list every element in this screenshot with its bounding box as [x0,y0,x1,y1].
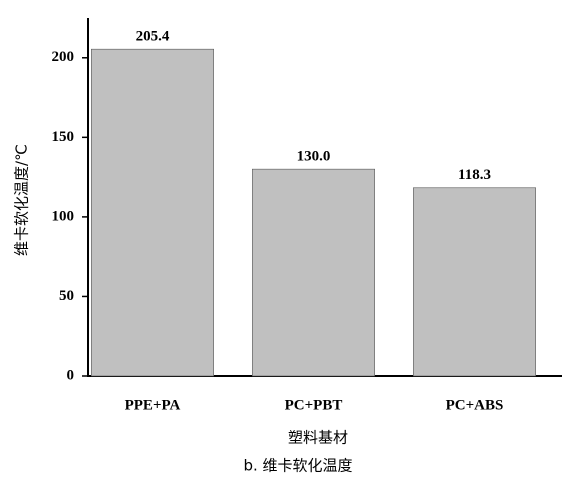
y-tick-label: 0 [67,367,75,383]
y-axis-label: 维卡软化温度/℃ [13,144,31,256]
value-label: 118.3 [458,167,491,183]
x-tick-label: PPE+PA [125,397,181,413]
y-tick-label: 100 [52,208,75,224]
value-label: 130.0 [297,149,331,165]
x-axis-label: 塑料基材 [288,429,348,447]
bar [413,187,536,377]
y-tick-label: 150 [52,129,75,145]
x-tick-label: PC+ABS [446,397,504,413]
y-tick-label: 50 [59,288,74,304]
value-label: 205.4 [136,29,170,45]
bar [91,48,214,377]
bar [252,168,375,377]
y-tick-label: 200 [52,49,75,65]
x-tick-label: PC+PBT [285,397,343,413]
chart-title: b. 维卡软化温度 [243,457,352,475]
